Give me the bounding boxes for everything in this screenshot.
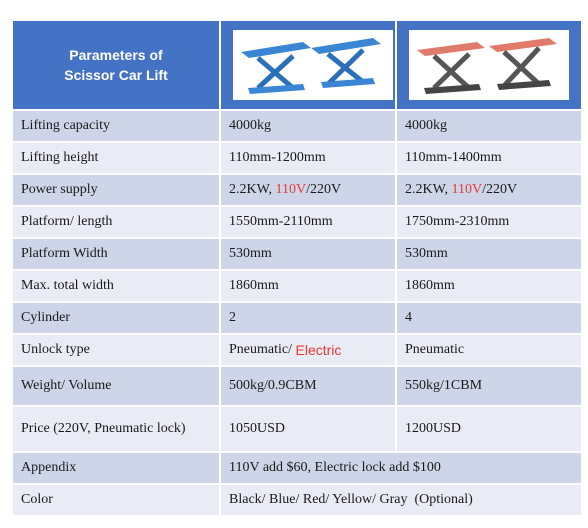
table-row: Lifting capacity 4000kg 4000kg (13, 111, 581, 143)
table-row: Power supply 2.2KW, 110V/220V 2.2KW, 110… (13, 175, 581, 207)
table-row: Platform Width 530mm 530mm (13, 239, 581, 271)
row-label: Color (13, 485, 221, 515)
table-row: Max. total width 1860mm 1860mm (13, 271, 581, 303)
product-a-value: 1860mm (221, 271, 397, 301)
row-label: Unlock type (13, 335, 221, 365)
row-label: Weight/ Volume (13, 367, 221, 405)
product-a-value: 4000kg (221, 111, 397, 141)
product-b-value: 2.2KW, 110V/220V (397, 175, 581, 205)
blue-scissor-lift-icon (233, 30, 393, 100)
product-b-image-cell (397, 21, 581, 109)
voltage-highlight: 110V (451, 182, 483, 197)
header-title-line-1: Parameters of (69, 47, 163, 63)
product-a-value: 2.2KW, 110V/220V (221, 175, 397, 205)
table-header-row: Parameters of Scissor Car Lift (13, 21, 581, 111)
power-prefix: 2.2KW, (229, 182, 276, 197)
row-label: Lifting height (13, 143, 221, 173)
product-a-value: Pneumatic/ Electric (221, 335, 397, 365)
product-b-value: 4000kg (397, 111, 581, 141)
electric-highlight: Electric (295, 342, 342, 358)
power-prefix: 2.2KW, (405, 182, 452, 197)
product-a-value: 110mm-1200mm (221, 143, 397, 173)
row-label: Appendix (13, 453, 221, 483)
table-row: Unlock type Pneumatic/ Electric Pneumati… (13, 335, 581, 367)
row-label: Price (220V, Pneumatic lock) (13, 407, 221, 451)
power-suffix: /220V (306, 182, 342, 197)
row-label: Max. total width (13, 271, 221, 301)
merged-value: Black/ Blue/ Red/ Yellow/ Gray (Optional… (221, 485, 581, 515)
table-row: Platform/ length 1550mm-2110mm 1750mm-23… (13, 207, 581, 239)
product-b-value: 530mm (397, 239, 581, 269)
header-title-line-2: Scissor Car Lift (64, 67, 168, 83)
voltage-highlight: 110V (275, 182, 307, 197)
product-a-value: 530mm (221, 239, 397, 269)
unlock-prefix: Pneumatic/ (229, 342, 296, 357)
row-label: Power supply (13, 175, 221, 205)
product-b-value: 550kg/1CBM (397, 367, 581, 405)
row-label: Lifting capacity (13, 111, 221, 141)
table-row: Cylinder 2 4 (13, 303, 581, 335)
table-row: Weight/ Volume 500kg/0.9CBM 550kg/1CBM (13, 367, 581, 407)
product-b-value: Pneumatic (397, 335, 581, 365)
table-row: Color Black/ Blue/ Red/ Yellow/ Gray (Op… (13, 485, 581, 517)
product-a-value: 1050USD (221, 407, 397, 451)
table-row: Price (220V, Pneumatic lock) 1050USD 120… (13, 407, 581, 453)
product-a-value: 1550mm-2110mm (221, 207, 397, 237)
product-a-image-cell (221, 21, 397, 109)
table-row: Lifting height 110mm-1200mm 110mm-1400mm (13, 143, 581, 175)
power-suffix: /220V (482, 182, 518, 197)
row-label: Platform Width (13, 239, 221, 269)
product-b-value: 1200USD (397, 407, 581, 451)
product-b-value: 1750mm-2310mm (397, 207, 581, 237)
product-a-value: 500kg/0.9CBM (221, 367, 397, 405)
table-row: Appendix 110V add $60, Electric lock add… (13, 453, 581, 485)
row-label: Platform/ length (13, 207, 221, 237)
merged-value: 110V add $60, Electric lock add $100 (221, 453, 581, 483)
gray-red-scissor-lift-icon (409, 30, 569, 100)
header-title-cell: Parameters of Scissor Car Lift (13, 21, 221, 109)
header-title: Parameters of Scissor Car Lift (64, 45, 167, 85)
product-b-value: 4 (397, 303, 581, 333)
product-b-value: 110mm-1400mm (397, 143, 581, 173)
product-b-value: 1860mm (397, 271, 581, 301)
parameters-table: Parameters of Scissor Car Lift (13, 21, 581, 517)
product-a-value: 2 (221, 303, 397, 333)
row-label: Cylinder (13, 303, 221, 333)
